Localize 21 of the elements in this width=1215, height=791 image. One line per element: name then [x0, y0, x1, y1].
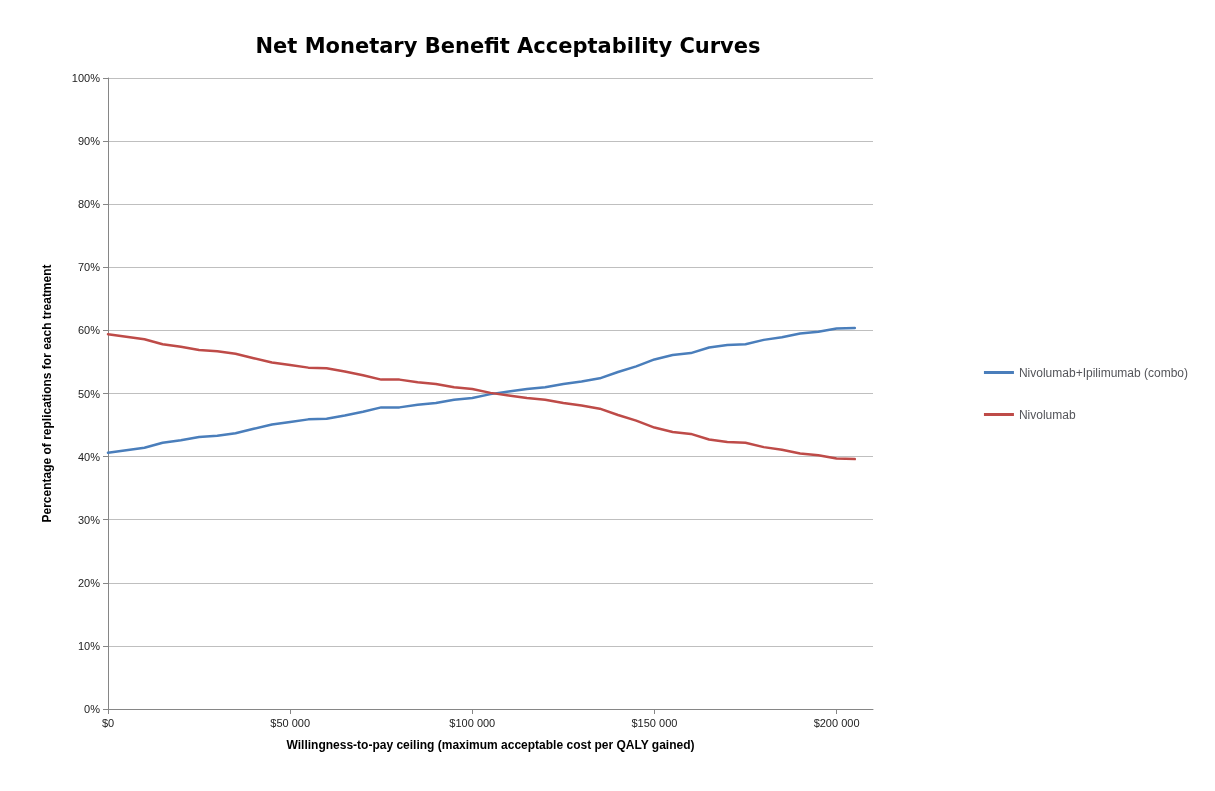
chart-title: Net Monetary Benefit Acceptability Curves [255, 33, 761, 58]
y-tick-label: 50% [77, 387, 101, 400]
y-tick-label: 20% [77, 576, 101, 589]
y-tick-label: 100% [71, 72, 101, 84]
legend-label: Nivolumab+Ipilimumab (combo) [1018, 365, 1188, 380]
y-tick-label: 70% [77, 261, 101, 274]
x-tick-label: $150 000 [631, 716, 678, 729]
y-tick-label: 90% [77, 135, 101, 148]
y-tick-label: 60% [77, 324, 101, 337]
x-axis-title: Willingness-to-pay ceiling (maximum acceptable cost per QALY gained) [286, 738, 695, 752]
legend-label: Nivolumab [1018, 407, 1076, 422]
x-tick-label: $50 000 [270, 716, 311, 729]
x-tick-label: $0 [101, 716, 115, 729]
y-tick-label: 10% [77, 639, 101, 652]
x-tick-label: $200 000 [813, 716, 860, 729]
x-tick-label: $100 000 [449, 716, 496, 729]
y-axis-title: Percentage of replications for each treatment [40, 264, 54, 523]
y-tick-label: 0% [84, 703, 101, 715]
y-tick-label: 40% [77, 450, 101, 463]
y-tick-label: 30% [77, 513, 101, 526]
y-tick-label: 80% [77, 198, 101, 211]
